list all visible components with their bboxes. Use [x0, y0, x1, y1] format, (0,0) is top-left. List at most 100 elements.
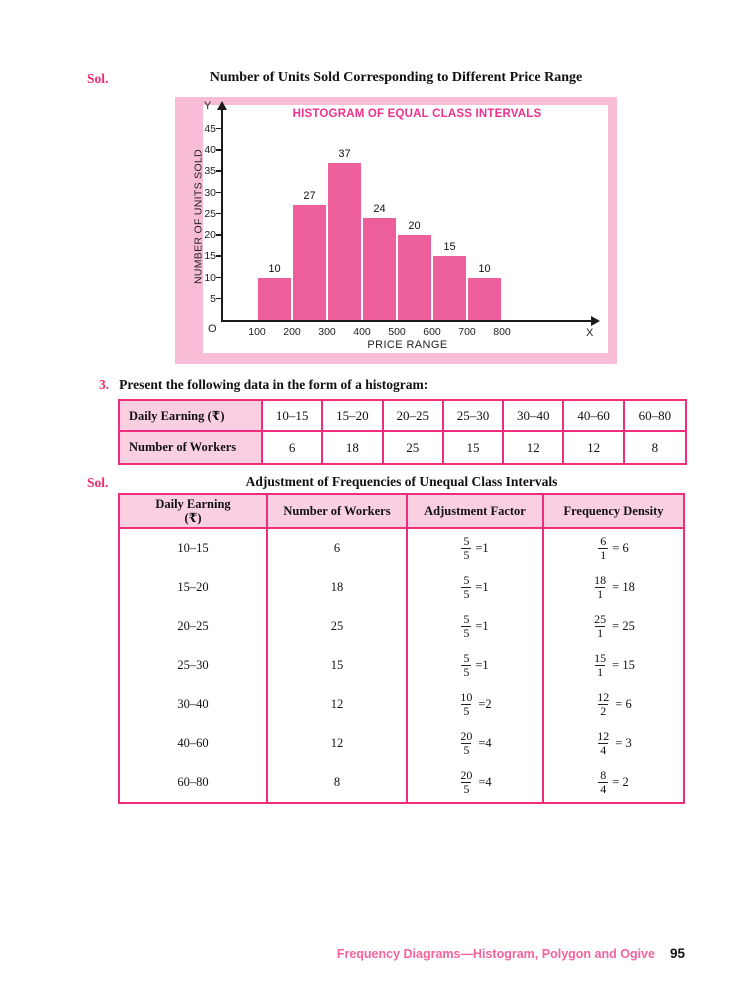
frequency-density-cell: 6 1 = 6	[544, 529, 683, 568]
interval-cell: 40–60	[120, 724, 268, 763]
fraction-numerator: 12	[597, 689, 610, 704]
fraction: 12 4	[595, 728, 611, 758]
header-daily-earning: Daily Earning (₹)	[120, 495, 268, 529]
interval-cell: 25–30	[120, 646, 268, 685]
frequency-density-cell: 18 1 = 18	[544, 568, 683, 607]
workers-cell: 8	[268, 763, 408, 802]
workers-cell: 6	[268, 529, 408, 568]
question-data-table: Daily Earning (₹) 10–15 15–20 20–25 25–3…	[118, 399, 687, 465]
q-table-cell: 20–25	[383, 401, 444, 432]
header-adjustment-factor: Adjustment Factor	[408, 495, 544, 529]
q-table-cell: 6	[263, 432, 324, 463]
solution-table-title: Adjustment of Frequencies of Unequal Cla…	[245, 474, 558, 489]
bar-value-label: 15	[443, 241, 456, 254]
y-tick-mark	[216, 255, 221, 257]
frequency-density-cell: 12 4 = 3	[544, 724, 683, 763]
header-frequency-density: Frequency Density	[544, 495, 683, 529]
histogram-bar	[293, 205, 326, 320]
fraction-denominator: 5	[461, 626, 472, 640]
fraction-result: = 3	[615, 736, 632, 750]
bar-value-label: 27	[303, 190, 316, 203]
fraction-numerator: 20	[460, 728, 473, 743]
y-axis-letter: Y	[204, 100, 212, 112]
fraction-numerator: 15	[594, 650, 607, 665]
y-tick-mark	[216, 149, 221, 151]
fraction: 20 5	[458, 728, 474, 758]
x-tick-label: 500	[388, 326, 406, 338]
table-row: 25–30 15 5 5 =1 15 1 = 15	[120, 646, 683, 685]
table-row: 40–60 12 20 5 =4 12 4 = 3	[120, 724, 683, 763]
frequency-density-cell: 25 1 = 25	[544, 607, 683, 646]
fraction-result: = 6	[612, 541, 629, 555]
fraction-numerator: 5	[463, 572, 470, 587]
fraction-numerator: 18	[594, 572, 607, 587]
adjustment-table-header: Daily Earning (₹) Number of Workers Adju…	[120, 495, 683, 529]
footer-page-number: 95	[669, 946, 685, 961]
y-tick-mark	[216, 191, 221, 194]
fraction-result: = 15	[612, 658, 635, 672]
q-table-cell: 25	[383, 432, 444, 463]
x-tick-label: 300	[318, 326, 336, 338]
adjustment-table: Daily Earning (₹) Number of Workers Adju…	[118, 493, 685, 804]
adjustment-cell: 20 5 =4	[408, 724, 544, 763]
q-table-cell: 12	[564, 432, 625, 463]
adjustment-cell: 10 5 =2	[408, 685, 544, 724]
workers-cell: 12	[268, 685, 408, 724]
fraction-numerator: 25	[594, 611, 607, 626]
table-row: 10–15 6 5 5 =1 6 1 = 6	[120, 529, 683, 568]
frequency-density-cell: 12 2 = 6	[544, 685, 683, 724]
fraction-result: =2	[478, 697, 492, 711]
q-table-cell: 12	[504, 432, 565, 463]
fraction-result: = 2	[612, 775, 629, 789]
bar-value-label: 10	[478, 262, 491, 275]
histogram-bar	[328, 162, 361, 320]
x-axis-letter: X	[586, 327, 594, 339]
histogram-inner-title: HISTOGRAM OF EQUAL CLASS INTERVALS	[292, 108, 542, 120]
y-tick-label: 15	[204, 250, 216, 263]
q-table-cell: 15	[443, 432, 505, 463]
fraction-result: =1	[475, 658, 489, 672]
table-row: 15–20 18 5 5 =1 18 1 = 18	[120, 568, 683, 607]
q-table-row2-header: Number of Workers	[120, 432, 263, 463]
q-table-row1-header: Daily Earning (₹)	[120, 401, 263, 432]
workers-cell: 18	[268, 568, 408, 607]
q-table-cell: 25–30	[443, 401, 505, 432]
table-row: 30–40 12 10 5 =2 12 2 = 6	[120, 685, 683, 724]
adjustment-cell: 5 5 =1	[408, 607, 544, 646]
fraction-denominator: 5	[461, 782, 472, 796]
fraction-denominator: 1	[598, 548, 609, 562]
q-table-cell: 15–20	[323, 401, 384, 432]
bar-value-label: 10	[268, 262, 281, 275]
y-tick-label: 10	[204, 271, 216, 284]
fraction-denominator: 1	[595, 626, 606, 640]
histogram-bar	[468, 277, 501, 320]
q-table-cell: 10–15	[263, 401, 324, 432]
fraction-numerator: 12	[597, 728, 610, 743]
fraction-denominator: 5	[461, 548, 472, 562]
frequency-density-cell: 8 4 = 2	[544, 763, 683, 802]
y-tick-mark	[216, 297, 221, 300]
histogram-bar	[363, 218, 396, 320]
bar-value-label: 37	[338, 147, 351, 160]
x-tick-label: 200	[283, 326, 301, 338]
y-tick-mark	[216, 234, 221, 236]
y-tick-mark	[216, 276, 221, 279]
histogram-plot-area: HISTOGRAM OF EQUAL CLASS INTERVALS Y X O…	[203, 100, 608, 353]
footer-chapter-title: Frequency Diagrams—Histogram, Polygon an…	[336, 947, 655, 961]
fraction-denominator: 4	[598, 782, 609, 796]
fraction-result: =4	[478, 736, 492, 750]
table-row: 60–80 8 20 5 =4 8 4 = 2	[120, 763, 683, 802]
fraction-result: = 6	[615, 697, 632, 711]
fraction: 15 1	[592, 650, 608, 680]
fraction-denominator: 5	[461, 743, 472, 757]
x-axis-label: PRICE RANGE	[367, 339, 448, 351]
adjustment-cell: 5 5 =1	[408, 529, 544, 568]
table-row: 20–25 25 5 5 =1 25 1 = 25	[120, 607, 683, 646]
histogram-panel: NUMBER OF UNITS SOLD HISTOGRAM OF EQUAL …	[175, 97, 617, 364]
q-table-cell: 60–80	[624, 401, 685, 432]
y-axis	[221, 109, 223, 321]
solution-label-chart: Sol.	[87, 71, 109, 86]
